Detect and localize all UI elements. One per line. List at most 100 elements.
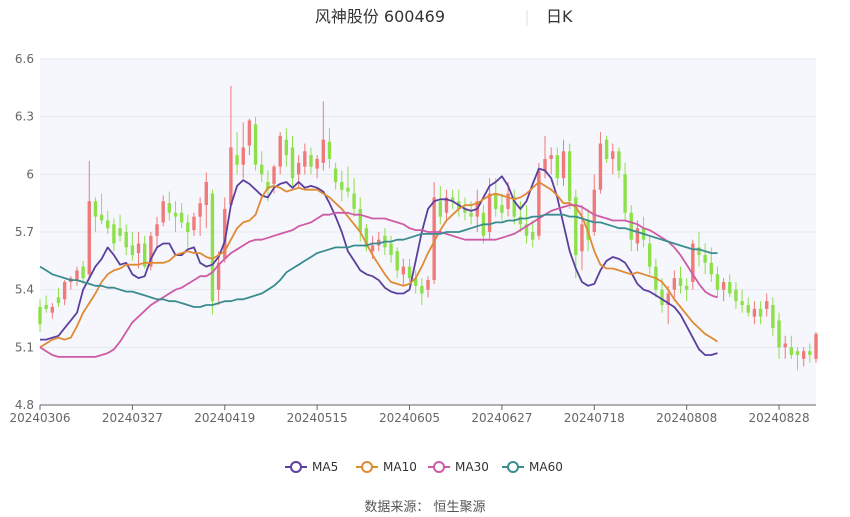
candle-body [801,351,806,359]
candle-body [771,305,775,329]
candle-body [420,285,424,294]
candle-body [284,139,289,156]
x-tick-label: 20240808 [656,411,717,425]
candle-body [623,174,627,213]
candle-body [617,151,621,171]
x-tick-label: 20240718 [564,411,625,425]
candle-body [795,351,800,356]
x-axis: 20240306 20240327 20240419 20240515 20240605… [9,404,816,425]
candle-body [777,320,781,348]
candle-body [167,203,172,213]
candle-body [173,212,178,217]
candle-body [340,182,344,190]
legend-item-ma60[interactable]: MA60 [502,460,563,474]
candle-body [62,281,67,300]
legend-marker-ma60 [507,461,519,473]
candle-body [592,189,596,232]
candle-body [709,262,713,275]
candle-body [296,162,301,175]
candle-body [450,197,455,202]
candle-body [814,333,818,359]
candle-body [684,285,689,290]
legend-item-ma30[interactable]: MA30 [428,460,489,474]
candle-body [198,203,202,217]
x-tick-label: 20240306 [9,411,70,425]
candle-body [703,255,707,263]
candle-body [463,208,467,213]
legend-label-ma10: MA10 [383,460,417,474]
candle-body [494,193,498,209]
legend: MA5 MA10 MA30 MA60 [285,460,563,474]
candle-body [278,135,282,167]
candle-body [537,170,541,236]
candle-body [598,143,603,190]
legend-item-ma5[interactable]: MA5 [285,460,338,474]
chart-period: 日K [546,7,573,26]
ma-line-ma5 [40,167,718,356]
candle-body [315,158,319,169]
candle-body [106,220,110,229]
candle-body [752,308,757,317]
candle-body [364,228,369,248]
candle-body [432,197,436,281]
candle-body [444,197,449,213]
legend-marker-ma5 [290,461,302,473]
legend-item-ma10[interactable]: MA10 [356,460,417,474]
candle-body [500,205,504,213]
x-tick-label: 20240605 [379,411,440,425]
candle-body [549,155,553,159]
candle-body [740,301,744,306]
candle-body [56,297,61,304]
x-tick-label: 20240627 [471,411,532,425]
candle-body [241,147,245,165]
candle-body [50,306,55,313]
candle-body [758,308,763,317]
candle-body [130,245,135,256]
candle-body [186,222,190,232]
legend-marker-ma10 [361,461,373,473]
ma-line-ma10 [39,181,718,349]
candle-body [93,201,98,217]
candle-body [161,201,165,223]
candle-body [321,139,325,163]
candle-body [438,201,443,217]
x-tick-label: 20240828 [749,411,810,425]
candle-body [789,347,794,356]
candle-body [155,224,159,236]
candle-body [266,182,270,190]
candle-body [604,139,609,159]
candle-body [506,193,510,209]
candle-body [260,164,264,175]
candle-body [629,212,633,240]
candle-body [333,168,338,183]
candle-body [567,151,572,202]
y-tick-label: 6.6 [15,52,34,66]
candle-body [512,197,516,217]
moving-average-lines [39,167,718,358]
candle-body [247,120,252,146]
candle-body [531,232,535,240]
y-tick-label: 6 [26,167,34,181]
candle-body [112,224,116,244]
candle-body [223,208,227,259]
y-axis: 6.6 6.3 6 5.7 5.4 5.1 4.8 [15,52,34,412]
candle-body [518,216,523,225]
candle-body [469,212,473,217]
candle-body [303,151,307,167]
candle-body [75,270,79,281]
candle-body [715,274,720,290]
candle-body [555,155,560,179]
candle-body [216,262,221,290]
legend-marker-ma30 [433,461,445,473]
candle-body [611,151,615,159]
candle-body [192,216,196,231]
x-tick-label: 20240327 [102,411,163,425]
candle-body [678,278,683,286]
y-tick-label: 4.8 [15,398,34,412]
legend-label-ma5: MA5 [312,460,338,474]
candle-body [407,266,412,279]
candle-body [327,141,332,159]
candle-body [38,306,42,325]
candle-body [574,197,578,256]
candle-body [44,305,48,309]
